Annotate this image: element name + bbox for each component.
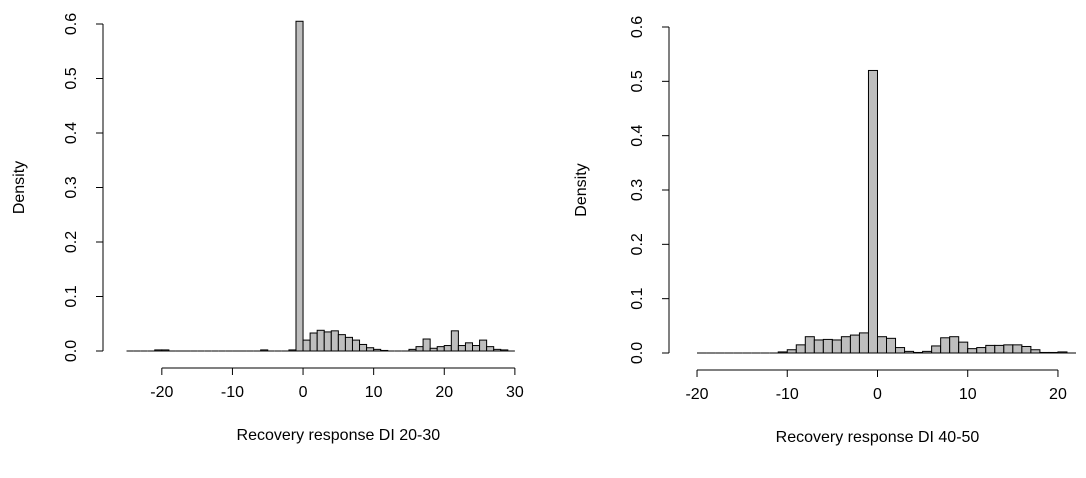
x-tick-label: 0 [873, 386, 882, 403]
bar [288, 349, 297, 352]
bar [985, 344, 996, 354]
y-tick-label: 0.4 [63, 122, 80, 144]
bar [1039, 351, 1050, 354]
bar [302, 339, 311, 352]
bar [429, 347, 438, 352]
bar [366, 347, 375, 352]
bar [464, 342, 474, 352]
bar [904, 350, 915, 354]
bar [949, 336, 960, 354]
y-tick-label: 0.0 [629, 342, 646, 364]
bar [931, 345, 942, 354]
y-tick-label: 0.6 [63, 13, 80, 35]
bar [373, 348, 382, 352]
bar [422, 338, 431, 352]
bar [840, 336, 851, 354]
bar [831, 339, 842, 354]
x-tick-label: 20 [1049, 386, 1067, 403]
bar [858, 332, 869, 354]
bar [822, 338, 833, 354]
y-tick-label: 0.4 [629, 124, 646, 146]
bar [154, 349, 163, 352]
bar [380, 349, 389, 352]
bar [922, 350, 933, 354]
x-tick-label: 10 [365, 384, 383, 401]
bar [316, 329, 325, 352]
bar [913, 351, 924, 354]
y-tick-label: 0.1 [63, 285, 80, 307]
bar [295, 20, 304, 352]
bar [472, 345, 481, 352]
bar [1003, 344, 1014, 354]
bar [486, 346, 495, 352]
bar [994, 344, 1005, 354]
bar [777, 351, 788, 354]
x-tick-label: -10 [776, 386, 799, 403]
bar [359, 343, 368, 352]
bar [1048, 351, 1059, 354]
y-axis-label: Density [573, 163, 590, 216]
y-tick-label: 0.2 [63, 231, 80, 253]
bar [813, 339, 824, 354]
bar [895, 347, 906, 354]
y-tick-label: 0.1 [629, 287, 646, 309]
bar [1030, 349, 1041, 354]
x-tick-label: 30 [506, 384, 524, 401]
y-tick-label: 0.5 [629, 70, 646, 92]
bar [940, 337, 951, 354]
x-tick-label: -20 [150, 384, 173, 401]
bar [1021, 345, 1032, 354]
bar [443, 345, 452, 352]
bar [479, 339, 488, 352]
bar [457, 345, 466, 352]
bar [500, 349, 509, 352]
bar [351, 339, 361, 352]
x-axis-label: Recovery response DI 20-30 [237, 427, 441, 444]
y-axis-label: Density [11, 161, 28, 214]
bar [408, 348, 417, 352]
y-tick-label: 0.3 [63, 176, 80, 198]
bar [1057, 351, 1068, 354]
y-tick-label: 0.2 [629, 233, 646, 255]
bar [849, 334, 860, 354]
bar [886, 337, 897, 354]
y-tick-label: 0.5 [63, 67, 80, 89]
bar [309, 332, 318, 352]
bar [876, 336, 888, 354]
bar [976, 347, 987, 354]
bar [967, 348, 978, 354]
y-tick-label: 0.6 [629, 16, 646, 38]
x-tick-label: 20 [435, 384, 453, 401]
bar [795, 344, 806, 354]
y-tick-label: 0.3 [629, 179, 646, 201]
x-tick-label: 10 [959, 386, 977, 403]
y-tick-label: 0.0 [63, 340, 80, 362]
bar [260, 349, 269, 352]
bar [450, 330, 459, 352]
bar [1012, 344, 1023, 354]
bar [161, 349, 170, 352]
bar [415, 346, 424, 352]
bar [337, 334, 346, 352]
x-tick-label: 0 [299, 384, 308, 401]
bar [323, 331, 332, 352]
x-axis-label: Recovery response DI 40-50 [776, 429, 980, 446]
bar [344, 336, 353, 352]
bar [958, 341, 969, 354]
bar [804, 336, 815, 354]
bar [330, 330, 339, 352]
x-tick-label: -20 [685, 386, 708, 403]
bar [786, 349, 797, 354]
bar [867, 69, 878, 354]
bar [436, 346, 445, 352]
bar [493, 348, 502, 352]
x-tick-label: -10 [221, 384, 244, 401]
